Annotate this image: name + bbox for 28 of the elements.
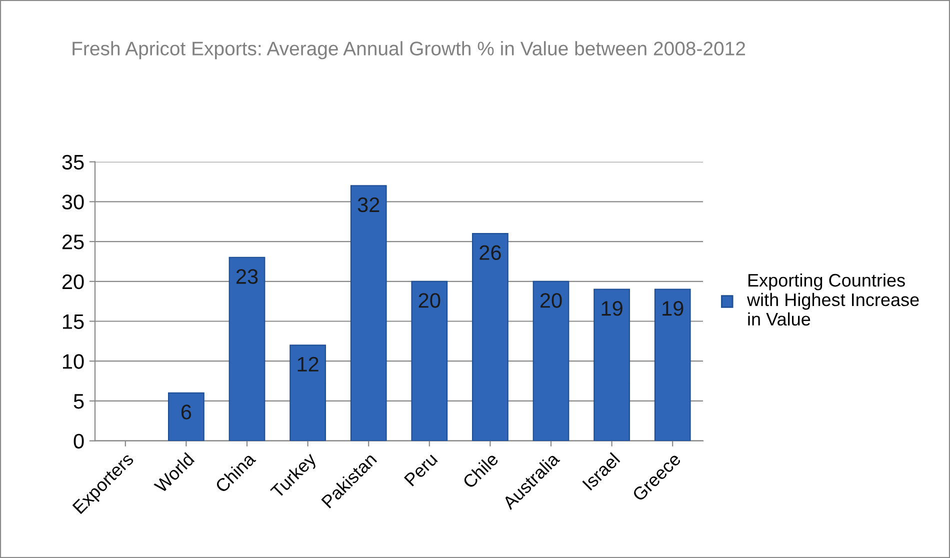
data-label: 12 [298,356,318,372]
y-tick-label: 0 [74,434,84,449]
data-label: 20 [540,293,562,308]
y-tick-label: 25 [62,234,84,250]
y-tick-label: 30 [62,194,84,210]
y-tick-label: 5 [74,394,84,409]
bar [472,233,508,441]
bar [290,344,326,441]
chart-title: Fresh Apricot Exports: Average Annual Growth % in Value between 2008-2012 [72,41,745,60]
bar [168,392,204,441]
bar [411,280,448,441]
data-label: 19 [602,301,622,316]
y-tick-label: 35 [62,154,84,170]
data-label: 23 [236,269,258,284]
bar [350,185,387,441]
bar [532,280,570,441]
data-label: 32 [358,197,380,212]
y-tick-label: 20 [62,274,84,290]
legend-label: Exporting Countries with Highest Increase in Value [746,273,919,326]
data-label: 26 [480,245,501,260]
bar [228,256,266,441]
y-tick-label: 15 [63,314,84,329]
bar [654,288,691,441]
data-label: 20 [418,293,440,308]
y-tick-label: 10 [63,354,84,369]
bar [594,288,630,441]
data-label: 19 [662,301,684,316]
data-label: 6 [181,404,192,420]
